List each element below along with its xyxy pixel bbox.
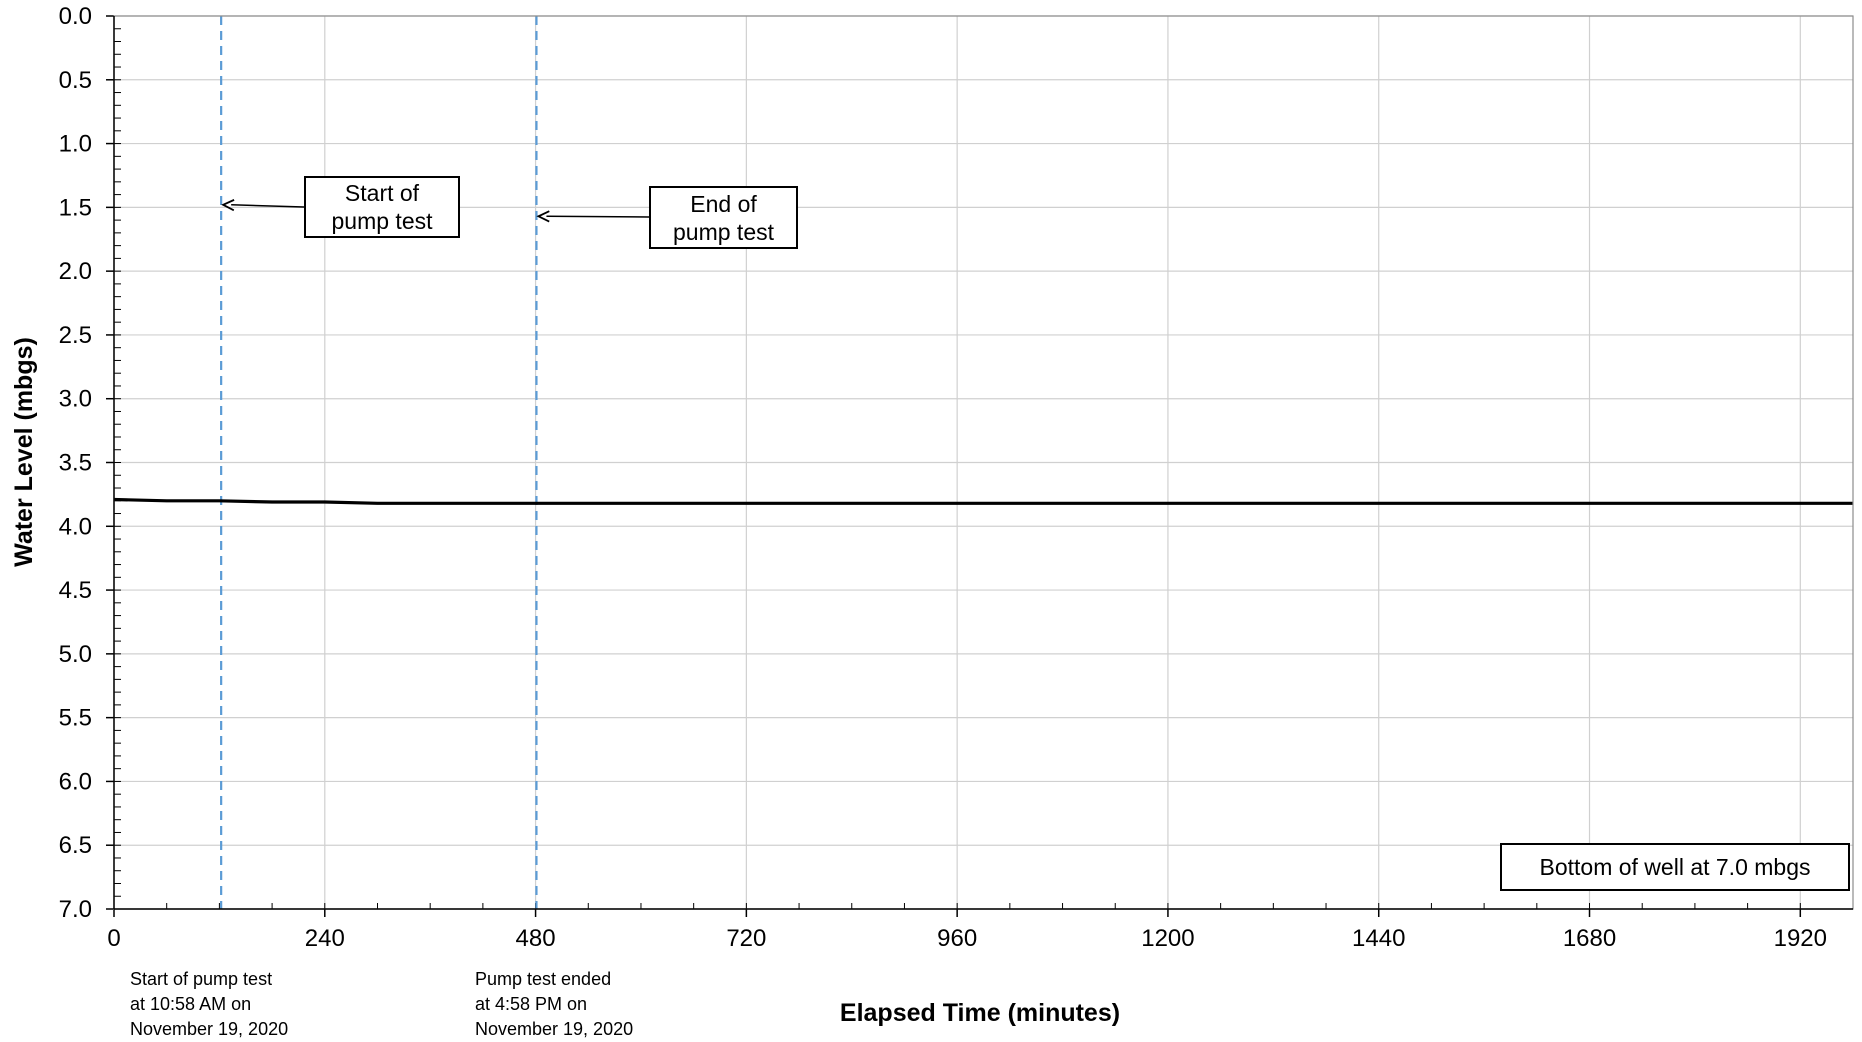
callout-line: End of: [690, 190, 757, 217]
note-line: at 10:58 AM on: [130, 994, 252, 1014]
callout-line: pump test: [673, 218, 774, 245]
x-tick-label: 1920: [1774, 925, 1827, 952]
end-of-pump-test-callout: End of pump test: [649, 186, 798, 249]
callout-arrow-line: [231, 204, 305, 208]
series-layer: [113, 497, 1853, 505]
y-tick-label: 7.0: [59, 896, 92, 923]
y-tick-label: 4.0: [59, 513, 92, 540]
x-tick-label: 1680: [1563, 925, 1616, 952]
y-axis-title: Water Level (mbgs): [10, 337, 38, 567]
bottom-of-well-callout: Bottom of well at 7.0 mbgs: [1500, 843, 1850, 891]
note-line: at 4:58 PM on: [475, 994, 588, 1014]
y-tick-label: 4.5: [59, 577, 92, 604]
note-line: November 19, 2020: [130, 1019, 289, 1039]
minor-ticks: [113, 15, 1854, 910]
y-tick-label: 6.5: [59, 832, 92, 859]
note-line: Pump test ended: [475, 969, 612, 989]
y-tick-label: 1.0: [59, 131, 92, 158]
y-tick-label: 5.0: [59, 641, 92, 668]
y-tick-label: 0.0: [59, 3, 92, 30]
callout-arrow-head: [536, 210, 550, 223]
water-level-line: [113, 497, 1853, 505]
x-tick-label: 1440: [1352, 925, 1405, 952]
callout-line: Start of: [344, 180, 420, 206]
callout-arrow-head: [221, 199, 235, 212]
x-tick-label: 240: [305, 925, 345, 952]
x-tick-label: 960: [937, 925, 977, 952]
tick-labels: 0.0 0.5 1.0 1.5 2.0 2.5 3.0 3.5 4.0 4.5 5.0 5.5 6.0 6…: [59, 3, 1827, 952]
x-tick-label: 480: [516, 925, 556, 952]
grid-lines: [114, 15, 1853, 910]
callout-line: Bottom of well at 7.0 mbgs: [1539, 854, 1811, 880]
callout-line: pump test: [331, 208, 433, 234]
y-tick-label: 2.5: [59, 322, 92, 349]
x-tick-label: 1200: [1141, 925, 1194, 952]
axes: [106, 15, 1854, 917]
y-tick-label: 3.5: [59, 450, 92, 477]
x-tick-label: 0: [107, 925, 120, 952]
y-tick-label: 6.0: [59, 768, 92, 795]
y-tick-label: 1.5: [59, 194, 92, 221]
note-line: Start of pump test: [130, 969, 273, 989]
y-tick-label: 3.0: [59, 386, 92, 413]
y-tick-label: 0.5: [59, 67, 92, 94]
note-line: November 19, 2020: [475, 1019, 634, 1039]
y-tick-label: 5.5: [59, 705, 92, 732]
callout-arrows: [221, 199, 650, 223]
x-axis-title: Elapsed Time (minutes): [840, 999, 1120, 1027]
callout-arrow-line: [546, 215, 650, 218]
start-of-pump-test-callout: Start of pump test: [304, 176, 460, 238]
pump-test-ended-note: Pump test ended at 4:58 PM on November 1…: [475, 967, 735, 1042]
y-tick-label: 2.0: [59, 258, 92, 285]
start-of-pump-test-note: Start of pump test at 10:58 AM on Novemb…: [130, 967, 390, 1042]
x-tick-label: 720: [726, 925, 766, 952]
